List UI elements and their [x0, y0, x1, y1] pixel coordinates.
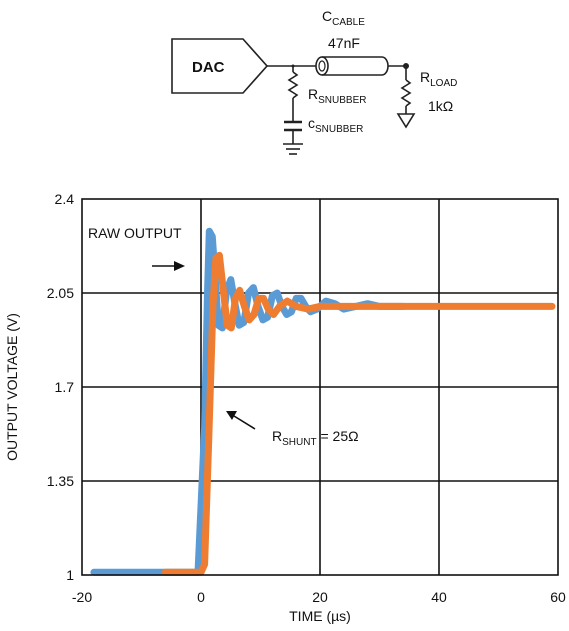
x-tick-label: 0 [197, 589, 205, 605]
y-axis-label: OUTPUT VOLTAGE (V) [4, 313, 20, 461]
y-tick-label: 1 [66, 567, 74, 583]
raw-output-arrow [152, 261, 185, 271]
r-snubber-label: RSNUBBER [308, 86, 366, 106]
r-load-value: 1kΩ [428, 98, 453, 114]
series-layer [90, 227, 556, 576]
x-tick-label: 60 [550, 589, 566, 605]
c-snubber-label: cSNUBBER [308, 115, 363, 135]
load-ground-symbol [396, 113, 416, 129]
r-load-label: RLOAD [420, 69, 457, 89]
r-shunt-arrow [226, 411, 256, 430]
x-tick-label: -20 [72, 589, 92, 605]
x-tick-label: 40 [431, 589, 447, 605]
coax-cable [315, 56, 389, 76]
plot-frame [81, 198, 559, 576]
dac-label: DAC [192, 59, 225, 76]
series-line-raw [90, 227, 407, 576]
y-tick-labels: 1 1.35 1.7 2.05 2.4 [47, 191, 74, 583]
x-tick-label: 20 [312, 589, 328, 605]
y-tick-label: 2.05 [47, 285, 74, 301]
x-axis-label: TIME (µs) [289, 608, 351, 624]
dac-block [171, 38, 269, 94]
series-line-shunt [161, 251, 556, 576]
y-tick-label: 2.4 [55, 191, 75, 207]
schematic: DAC CCABLE [171, 8, 457, 155]
annotation-raw-output: RAW OUTPUT [88, 225, 182, 241]
r-load-resistor [400, 79, 412, 107]
y-tick-label: 1.35 [47, 473, 74, 489]
snubber-ground-symbol [283, 143, 303, 155]
grid-lines [82, 199, 558, 575]
voltage-chart: -20 0 20 40 60 1 1.35 1.7 2.05 2.4 TIME (µs) OUT… [4, 191, 566, 624]
c-cable-value: 47nF [328, 35, 360, 51]
r-snubber-resistor [287, 71, 299, 99]
y-tick-label: 1.7 [55, 379, 75, 395]
c-cable-label: CCABLE [322, 8, 365, 28]
annotation-r-shunt: RSHUNT = 25Ω [272, 428, 359, 448]
x-tick-labels: -20 0 20 40 60 [72, 589, 566, 605]
